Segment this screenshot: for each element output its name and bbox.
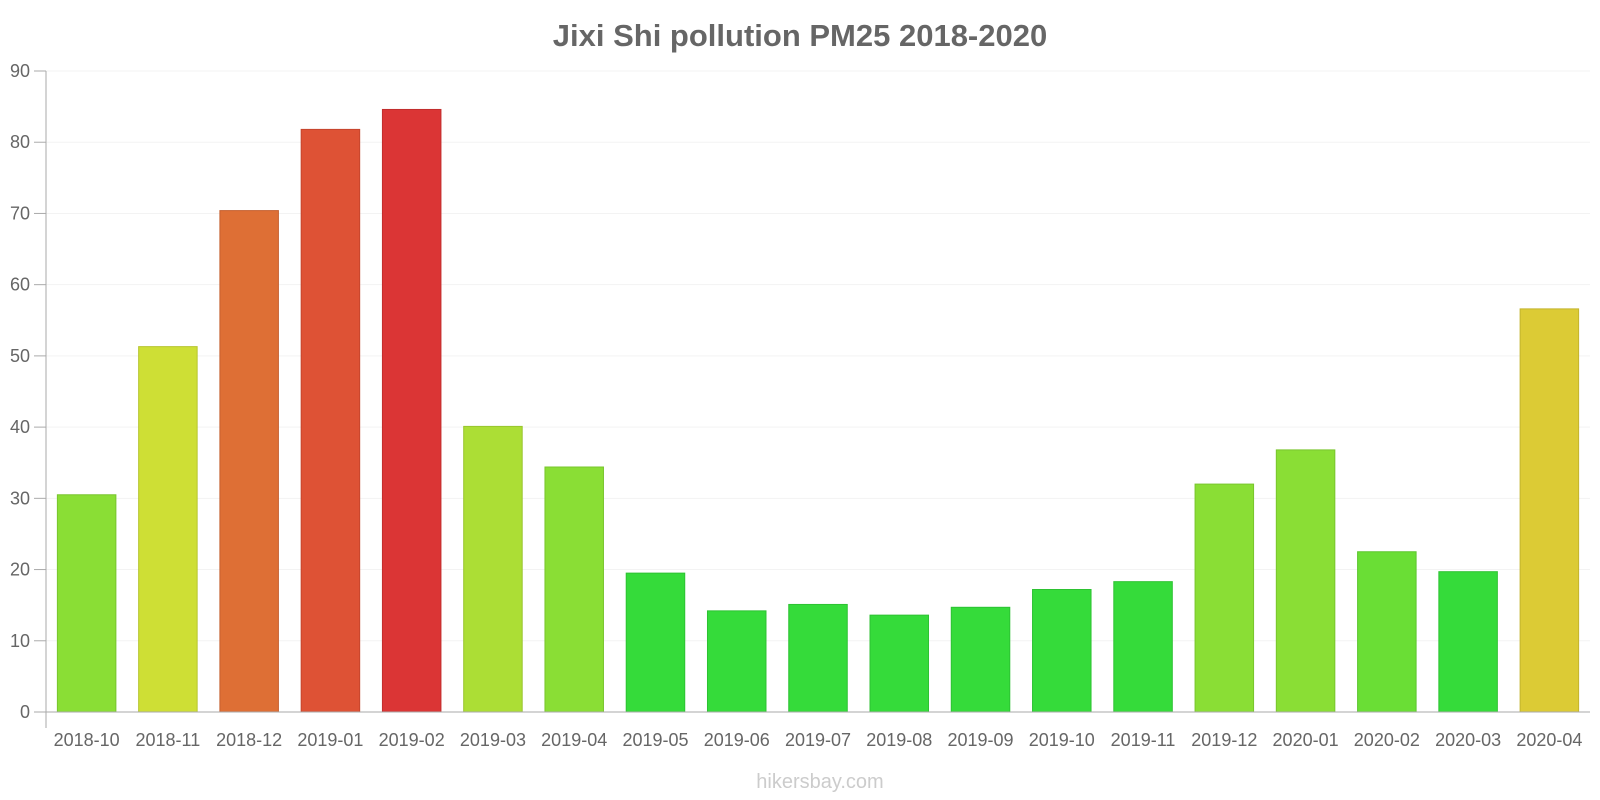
x-tick-label: 2020-04 — [1516, 730, 1582, 750]
bar-2018-11 — [138, 346, 198, 713]
bar-2020-04 — [1519, 308, 1580, 713]
bar-2019-03 — [463, 425, 523, 713]
bar-2019-10 — [1032, 589, 1092, 713]
bars — [56, 108, 1580, 713]
bar-2019-01 — [300, 128, 361, 713]
bar-2019-11 — [1113, 581, 1173, 713]
bar-2019-12 — [1194, 483, 1255, 713]
x-tick-label: 2019-06 — [704, 730, 770, 750]
bar-2018-10 — [56, 494, 117, 713]
bar-2019-09 — [950, 606, 1011, 713]
bar-2018-12 — [219, 210, 279, 713]
y-tick-label: 50 — [10, 346, 30, 366]
x-tick-label: 2019-01 — [297, 730, 363, 750]
y-tick-label: 30 — [10, 488, 30, 508]
x-axis-ticks: 2018-10 2018-11 2018-12 2019-01 2019-02 2019-… — [54, 730, 1583, 750]
x-tick-label: 2020-03 — [1435, 730, 1501, 750]
y-axis-ticks: 0 10 20 30 40 50 60 70 80 90 — [10, 61, 46, 722]
x-tick-label: 2019-11 — [1111, 730, 1176, 750]
bar-2019-02 — [381, 108, 442, 713]
x-tick-label: 2019-12 — [1191, 730, 1257, 750]
bar-2020-01 — [1275, 449, 1336, 713]
x-tick-label: 2019-07 — [785, 730, 851, 750]
bar-2019-07 — [788, 603, 848, 713]
axes — [34, 71, 1590, 728]
y-tick-label: 80 — [10, 132, 30, 152]
bar-2019-08 — [869, 614, 930, 713]
bar-2019-06 — [706, 610, 767, 713]
x-tick-label: 2020-01 — [1273, 730, 1339, 750]
x-tick-label: 2018-10 — [54, 730, 120, 750]
y-tick-label: 10 — [10, 631, 30, 651]
x-tick-label: 2019-08 — [866, 730, 932, 750]
y-tick-label: 60 — [10, 275, 30, 295]
chart-title: Jixi Shi pollution PM25 2018-2020 — [553, 18, 1047, 53]
y-tick-label: 0 — [20, 702, 30, 722]
bar-2019-04 — [544, 466, 604, 713]
x-tick-label: 2019-04 — [541, 730, 607, 750]
x-tick-label: 2020-02 — [1354, 730, 1420, 750]
y-tick-label: 40 — [10, 417, 30, 437]
watermark: hikersbay.com — [756, 771, 883, 793]
x-tick-label: 2019-05 — [622, 730, 688, 750]
bar-2020-03 — [1438, 571, 1498, 713]
x-tick-label: 2019-03 — [460, 730, 526, 750]
bar-2019-05 — [625, 572, 686, 713]
y-tick-label: 70 — [10, 203, 30, 223]
y-tick-label: 90 — [10, 61, 30, 81]
x-tick-label: 2019-10 — [1029, 730, 1095, 750]
x-tick-label: 2018-12 — [216, 730, 282, 750]
x-tick-label: 2018-11 — [136, 730, 201, 750]
bar-2020-02 — [1357, 551, 1417, 713]
x-tick-label: 2019-02 — [379, 730, 445, 750]
x-tick-label: 2019-09 — [947, 730, 1013, 750]
y-tick-label: 20 — [10, 560, 30, 580]
